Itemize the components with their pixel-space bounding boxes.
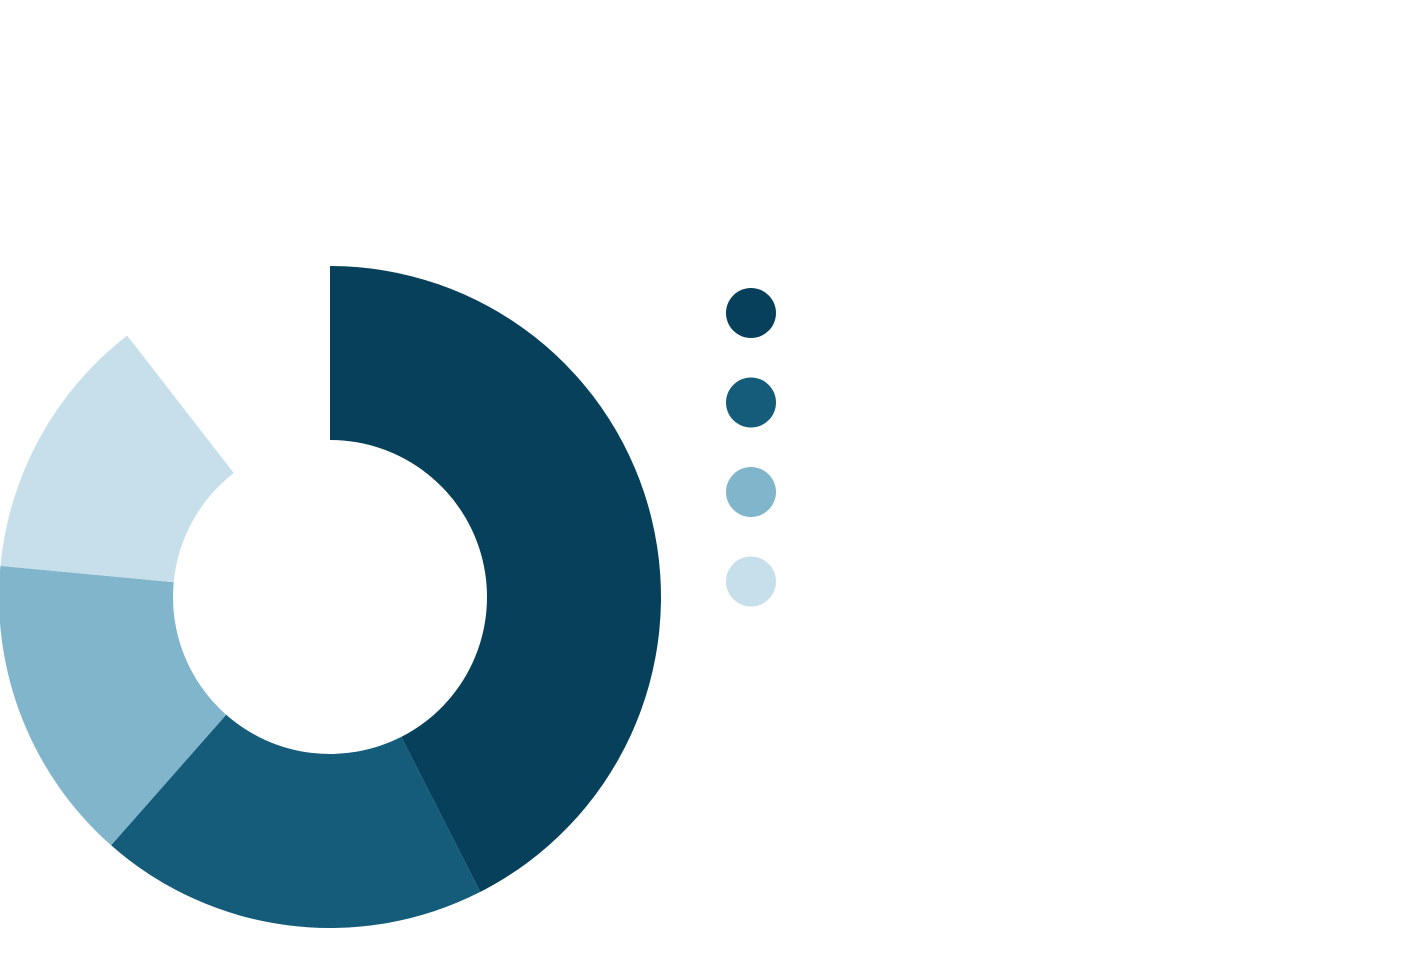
donut-slices — [0, 266, 661, 928]
legend-marker-2 — [726, 377, 776, 428]
donut-slice-4 — [0, 335, 234, 583]
legend-marker-1 — [726, 288, 776, 338]
legend-marker-3 — [726, 467, 776, 517]
donut-slice-3 — [0, 565, 227, 846]
legend-marker-4 — [726, 556, 776, 607]
legend — [726, 288, 776, 607]
donut-slice-2 — [111, 714, 481, 928]
donut-slice-1 — [330, 266, 661, 892]
